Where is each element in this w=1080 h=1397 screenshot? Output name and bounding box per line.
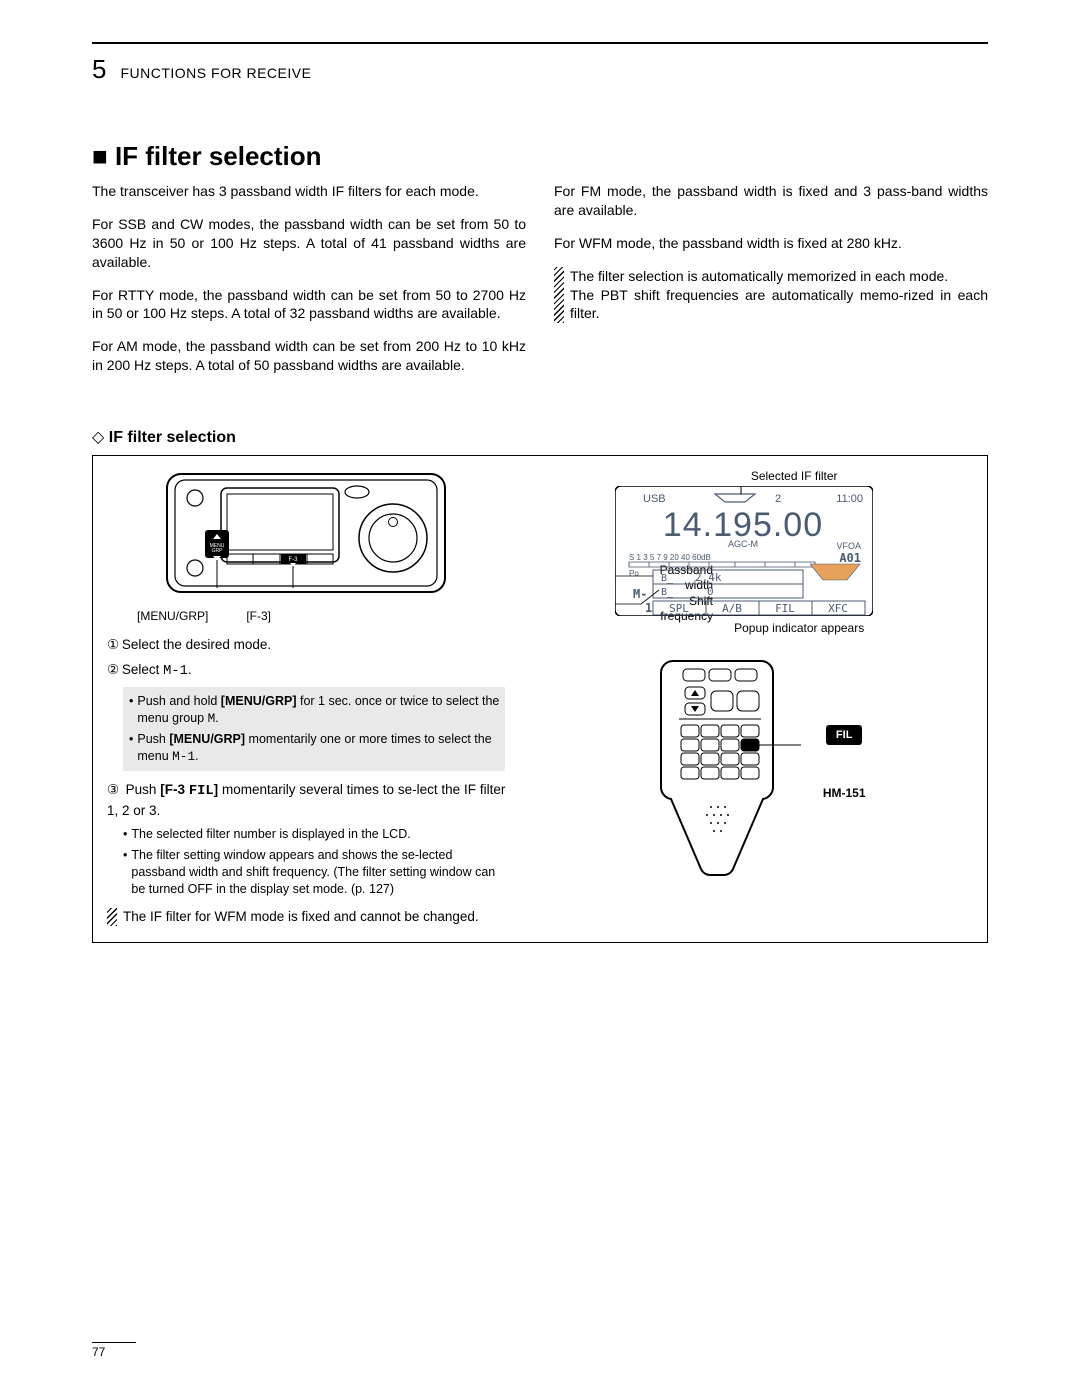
lcd-bw-sym: B̲ (661, 573, 674, 584)
fil-button-tag: FIL (826, 725, 863, 746)
step-1-text: Select the desired mode. (122, 637, 271, 652)
step-marker-1: ① (107, 636, 122, 654)
page: 5 FUNCTIONS FOR RECEIVE IF filter select… (0, 0, 1080, 1397)
panel-button-labels: [MENU/GRP] [F-3] (137, 608, 505, 624)
procedure-frame: MENU GRP F-3 [ME (92, 455, 988, 943)
lcd-shift-val: 0 (707, 585, 714, 598)
chapter-header: 5 FUNCTIONS FOR RECEIVE (92, 54, 988, 85)
lcd-display: USB 2 11:00 14.195.00 AGC-M VFOA A01 (615, 486, 873, 616)
wfm-note: The IF filter for WFM mode is fixed and … (107, 908, 505, 926)
lcd-vfo: VFOA (837, 541, 862, 551)
lcd-m1: M- (633, 587, 647, 601)
lcd-fn1: SPL (669, 602, 689, 615)
step3-b2: • The filter setting window appears and … (123, 847, 505, 898)
page-num-rule (92, 1342, 136, 1343)
lcd-po: Po (629, 569, 639, 578)
note2: The PBT shift frequencies are automatica… (570, 287, 988, 322)
svg-text:F-3: F-3 (289, 557, 299, 563)
step-3: ③ Push [F-3 FIL] momentarily several tim… (107, 781, 505, 820)
step-2: ②Select M-1. (107, 661, 505, 682)
bullet-dot-icon: • (123, 847, 127, 898)
hatch-bar-icon (554, 267, 564, 324)
intro-p4: For AM mode, the passband width can be s… (92, 337, 526, 375)
lcd-mode: USB (643, 493, 666, 505)
memorize-note-text: The filter selection is automatically me… (570, 267, 988, 324)
svg-text:GRP: GRP (212, 548, 224, 554)
intro-p2: For SSB and CW modes, the passband width… (92, 215, 526, 272)
step-3-text: Push [F-3 FIL] momentarily several times… (107, 782, 505, 818)
lcd-fn2: A/B (722, 602, 742, 615)
lcd-fn4: XFC (828, 602, 848, 615)
note1: The filter selection is automatically me… (570, 268, 948, 284)
bullet-dot-icon: • (129, 731, 133, 765)
hatch-bar-icon (107, 908, 117, 926)
radio-front-panel: MENU GRP F-3 (161, 468, 451, 598)
microphone-icon (633, 657, 803, 877)
label-menu-grp: [MENU/GRP] (137, 608, 208, 624)
microphone-block: FIL HM-151 (525, 657, 973, 877)
frame-right: Selected IF filter Passband width Shift … (525, 468, 973, 926)
lcd-bw-val: 2.4k (695, 571, 722, 584)
lcd-agc: AGC-M (728, 539, 758, 549)
lcd-shift-sym: B̲ (661, 587, 674, 598)
menu-select-instructions: • Push and hold [MENU/GRP] for 1 sec. on… (123, 687, 505, 771)
grey-bullet-2: • Push [MENU/GRP] momentarily one or mor… (129, 731, 499, 765)
step3-b2-text: The filter setting window appears and sh… (131, 847, 505, 898)
main-heading: IF filter selection (92, 141, 988, 172)
lcd-filno: 2 (775, 493, 781, 505)
lcd-fn3: FIL (775, 602, 795, 615)
wfm-note-text: The IF filter for WFM mode is fixed and … (123, 908, 505, 926)
intro-col-left: The transceiver has 3 passband width IF … (92, 182, 526, 389)
step-marker-2: ② (107, 661, 122, 679)
lcd-block: Selected IF filter Passband width Shift … (525, 468, 973, 636)
lcd-time: 11:00 (837, 493, 864, 505)
mic-model: HM-151 (823, 785, 866, 801)
sub-heading: IF filter selection (92, 427, 988, 447)
lcd-mem: A01 (840, 551, 862, 565)
step-marker-3: ③ (107, 781, 122, 799)
step-1: ①Select the desired mode. (107, 636, 505, 654)
step-2-mono: M-1 (163, 664, 188, 679)
step-2-post: . (188, 662, 192, 677)
lcd-smeter: S 1 3 5 7 9 20 40 60dB (629, 553, 711, 562)
grey2-text: Push [MENU/GRP] momentarily one or more … (137, 731, 499, 765)
intro-col-right: For FM mode, the passband width is fixed… (554, 182, 988, 389)
mic-side-labels: FIL HM-151 (823, 657, 866, 802)
intro-r-p1: For FM mode, the passband width is fixed… (554, 182, 988, 220)
svg-text:1: 1 (645, 601, 652, 615)
grey-bullet-1: • Push and hold [MENU/GRP] for 1 sec. on… (129, 693, 499, 727)
step-3-subbullets: • The selected filter number is displaye… (123, 826, 505, 898)
top-rule (92, 42, 988, 44)
intro-p3: For RTTY mode, the passband width can be… (92, 286, 526, 324)
bullet-dot-icon: • (129, 693, 133, 727)
chapter-title: FUNCTIONS FOR RECEIVE (120, 65, 311, 81)
frame-left: MENU GRP F-3 [ME (107, 468, 505, 926)
intro-r-p2: For WFM mode, the passband width is fixe… (554, 234, 988, 253)
page-number-value: 77 (92, 1345, 105, 1359)
intro-p1: The transceiver has 3 passband width IF … (92, 182, 526, 201)
step-2-pre: Select (122, 662, 163, 677)
page-number: 77 (92, 1342, 136, 1359)
intro-columns: The transceiver has 3 passband width IF … (92, 182, 988, 389)
memorize-note: The filter selection is automatically me… (554, 267, 988, 324)
step3-b1-text: The selected filter number is displayed … (131, 826, 410, 843)
step3-b1: • The selected filter number is displaye… (123, 826, 505, 843)
lcd-wrap: Passband width Shift frequency USB 2 (525, 486, 973, 616)
chapter-number: 5 (92, 54, 106, 85)
bullet-dot-icon: • (123, 826, 127, 843)
label-f3: [F-3] (246, 608, 271, 624)
grey1-text: Push and hold [MENU/GRP] for 1 sec. once… (137, 693, 499, 727)
lcd-top-label: Selected IF filter (615, 468, 973, 484)
